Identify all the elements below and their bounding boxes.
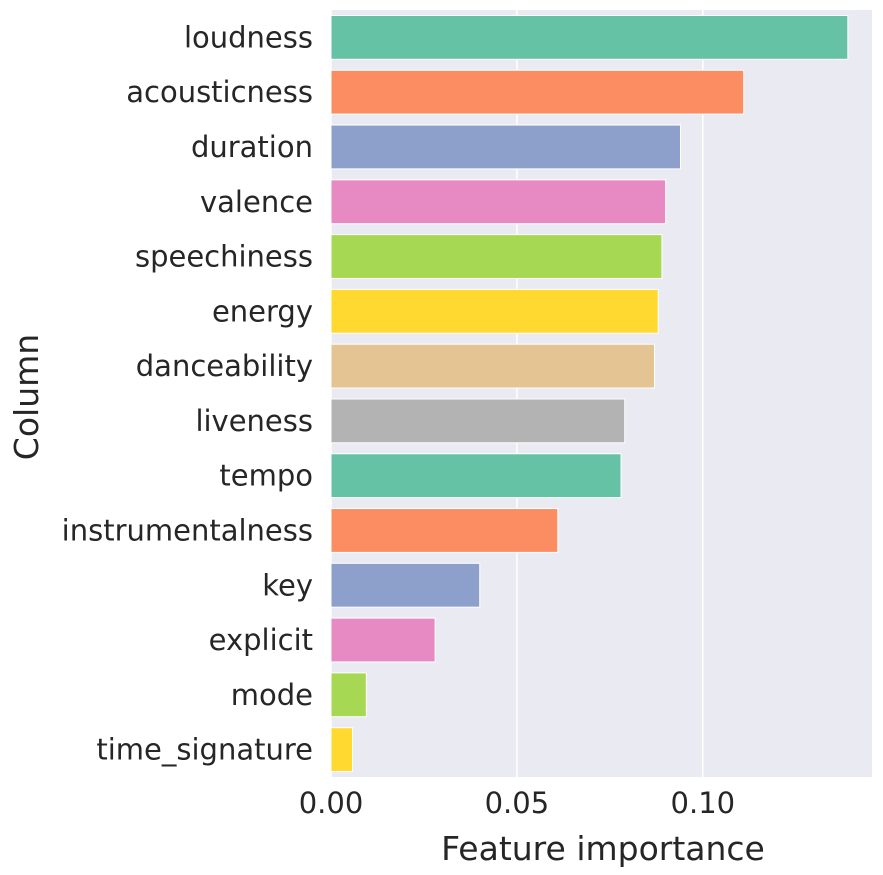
y-tick-label-liveness: liveness bbox=[195, 404, 313, 438]
y-tick-label-tempo: tempo bbox=[219, 459, 313, 493]
x-tick-label-1: 0.05 bbox=[485, 786, 550, 820]
y-tick-label-key: key bbox=[262, 568, 313, 602]
y-tick-label-acousticness: acousticness bbox=[126, 75, 313, 109]
y-tick-label-instrumentalness: instrumentalness bbox=[62, 513, 313, 547]
bar-danceability bbox=[330, 343, 655, 389]
bar-explicit bbox=[330, 617, 436, 663]
y-tick-label-duration: duration bbox=[191, 130, 313, 164]
x-tick-label-0: 0.00 bbox=[299, 786, 364, 820]
y-axis-title: Column bbox=[7, 334, 46, 460]
x-tick-labels: 0.00 0.05 0.10 bbox=[299, 786, 735, 820]
x-axis-title: Feature importance bbox=[441, 829, 765, 868]
y-tick-label-time_signature: time_signature bbox=[96, 733, 313, 767]
bar-key bbox=[330, 562, 481, 608]
bar-instrumentalness bbox=[330, 508, 559, 553]
x-tick-label-2: 0.10 bbox=[671, 786, 736, 820]
bar-liveness bbox=[330, 398, 626, 444]
bar-energy bbox=[330, 288, 659, 334]
bar-tempo bbox=[330, 453, 622, 499]
bar-loudness bbox=[330, 14, 849, 60]
bar-duration bbox=[330, 124, 682, 170]
bar-acousticness bbox=[330, 69, 745, 115]
y-tick-label-explicit: explicit bbox=[209, 623, 313, 657]
y-tick-label-energy: energy bbox=[212, 294, 313, 328]
y-tick-labels: loudness acousticness duration valence speec… bbox=[62, 20, 313, 766]
y-tick-label-mode: mode bbox=[231, 678, 313, 712]
bar-valence bbox=[330, 179, 667, 225]
bars bbox=[330, 14, 849, 773]
bar-mode bbox=[330, 672, 367, 718]
bar-time_signature bbox=[330, 727, 354, 773]
y-tick-label-valence: valence bbox=[200, 185, 313, 219]
bar-speechiness bbox=[330, 234, 663, 279]
y-tick-label-speechiness: speechiness bbox=[135, 240, 313, 274]
y-tick-label-danceability: danceability bbox=[136, 349, 313, 383]
y-tick-label-loudness: loudness bbox=[184, 20, 313, 54]
